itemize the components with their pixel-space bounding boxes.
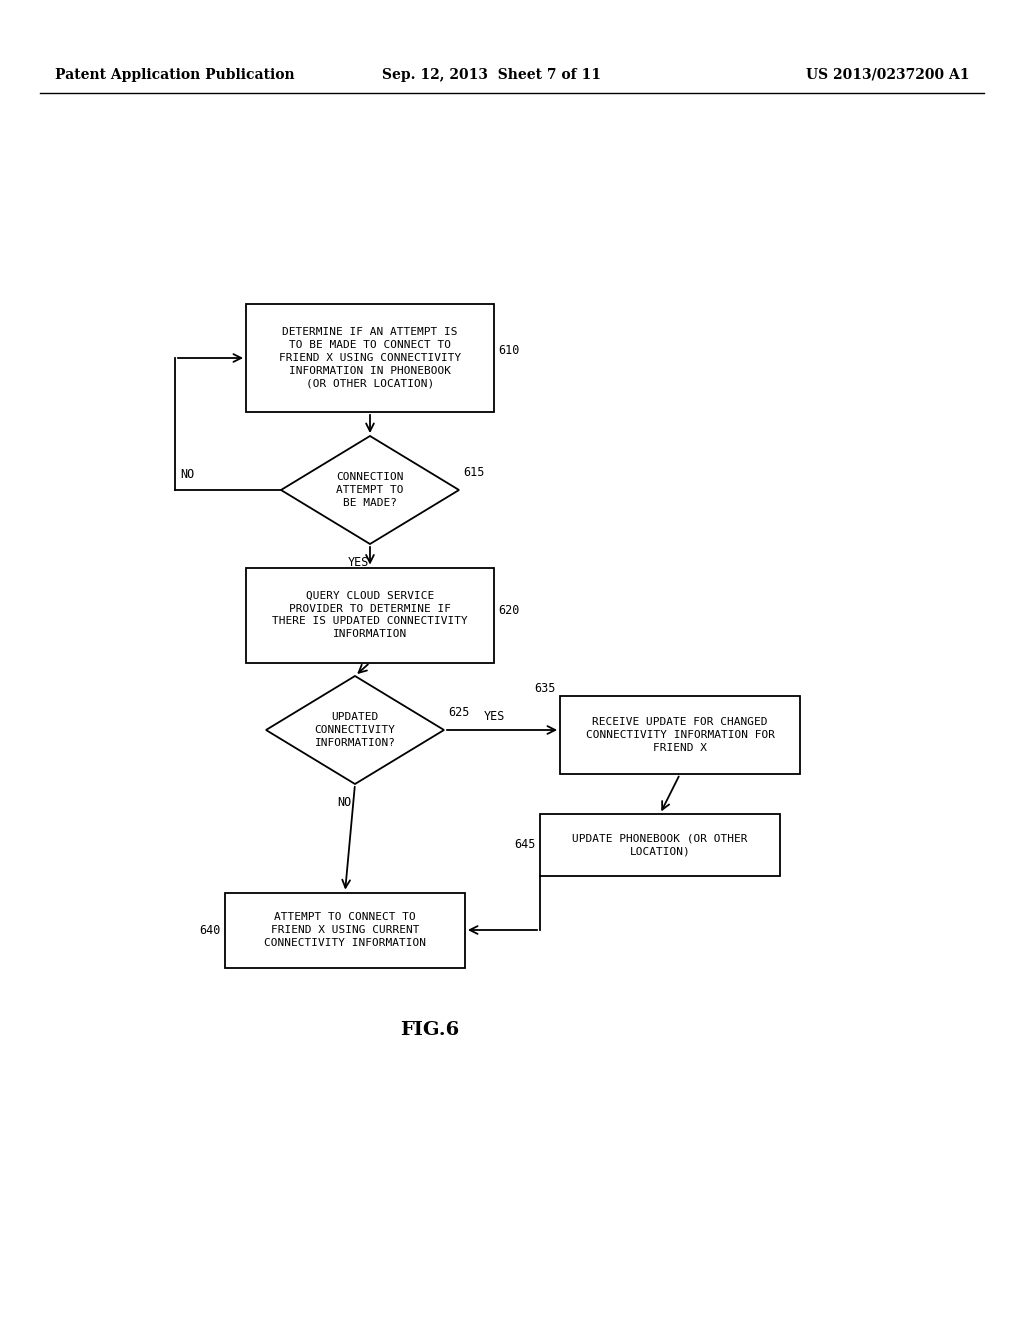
Bar bbox=[246, 568, 494, 663]
Text: 640: 640 bbox=[200, 924, 221, 936]
Bar bbox=[560, 696, 800, 774]
Text: UPDATED
CONNECTIVITY
INFORMATION?: UPDATED CONNECTIVITY INFORMATION? bbox=[314, 713, 395, 748]
Bar bbox=[225, 892, 465, 968]
Text: Sep. 12, 2013  Sheet 7 of 11: Sep. 12, 2013 Sheet 7 of 11 bbox=[383, 69, 601, 82]
Polygon shape bbox=[266, 676, 444, 784]
Text: NO: NO bbox=[337, 796, 351, 808]
Bar bbox=[246, 304, 494, 412]
Text: 610: 610 bbox=[498, 343, 519, 356]
Text: 620: 620 bbox=[498, 603, 519, 616]
Polygon shape bbox=[281, 436, 459, 544]
Text: 625: 625 bbox=[449, 705, 469, 718]
Text: 635: 635 bbox=[535, 681, 556, 694]
Text: DETERMINE IF AN ATTEMPT IS
TO BE MADE TO CONNECT TO
FRIEND X USING CONNECTIVITY
: DETERMINE IF AN ATTEMPT IS TO BE MADE TO… bbox=[279, 327, 461, 388]
Text: 645: 645 bbox=[515, 838, 536, 851]
Text: RECEIVE UPDATE FOR CHANGED
CONNECTIVITY INFORMATION FOR
FRIEND X: RECEIVE UPDATE FOR CHANGED CONNECTIVITY … bbox=[586, 717, 774, 752]
Text: 615: 615 bbox=[463, 466, 484, 479]
Text: US 2013/0237200 A1: US 2013/0237200 A1 bbox=[806, 69, 969, 82]
Text: ATTEMPT TO CONNECT TO
FRIEND X USING CURRENT
CONNECTIVITY INFORMATION: ATTEMPT TO CONNECT TO FRIEND X USING CUR… bbox=[264, 912, 426, 948]
Text: FIG.6: FIG.6 bbox=[400, 1020, 460, 1039]
Text: QUERY CLOUD SERVICE
PROVIDER TO DETERMINE IF
THERE IS UPDATED CONNECTIVITY
INFOR: QUERY CLOUD SERVICE PROVIDER TO DETERMIN… bbox=[272, 591, 468, 639]
Text: NO: NO bbox=[180, 469, 195, 482]
Text: YES: YES bbox=[484, 710, 506, 722]
Text: CONNECTION
ATTEMPT TO
BE MADE?: CONNECTION ATTEMPT TO BE MADE? bbox=[336, 473, 403, 508]
Text: YES: YES bbox=[348, 556, 370, 569]
Text: Patent Application Publication: Patent Application Publication bbox=[55, 69, 295, 82]
Text: UPDATE PHONEBOOK (OR OTHER
LOCATION): UPDATE PHONEBOOK (OR OTHER LOCATION) bbox=[572, 834, 748, 857]
Bar bbox=[540, 814, 780, 876]
